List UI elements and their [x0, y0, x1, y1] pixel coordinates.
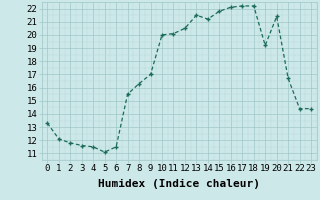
X-axis label: Humidex (Indice chaleur): Humidex (Indice chaleur): [98, 179, 260, 189]
